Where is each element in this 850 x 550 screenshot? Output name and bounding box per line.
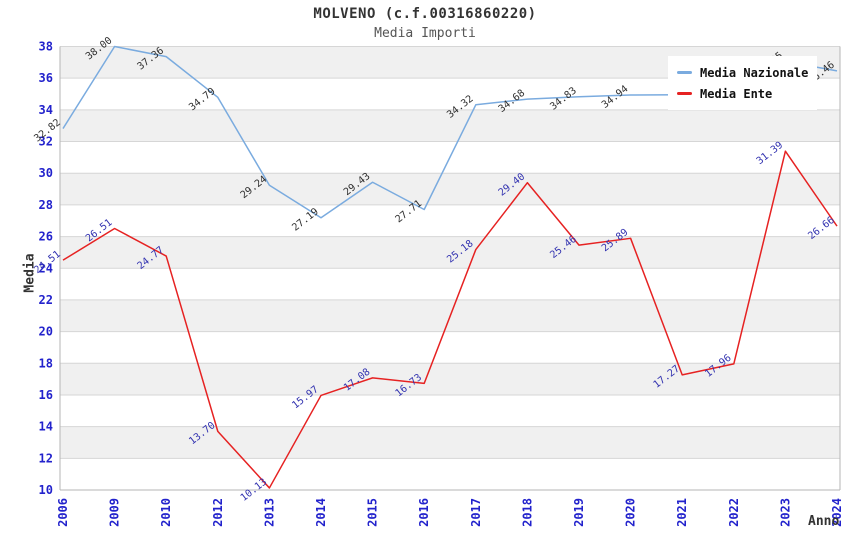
y-tick-label: 28 xyxy=(39,198,53,212)
point-label: 34.83 xyxy=(548,85,578,112)
point-label: 31.39 xyxy=(755,140,785,167)
x-tick-label: 2015 xyxy=(366,498,380,527)
y-tick-label: 14 xyxy=(39,420,53,434)
y-tick-label: 22 xyxy=(39,293,53,307)
point-label: 34.79 xyxy=(187,86,217,113)
legend: Media Nazionale Media Ente xyxy=(668,56,818,110)
x-tick-label: 2017 xyxy=(469,498,483,527)
x-tick-label: 2010 xyxy=(159,498,173,527)
point-label: 27.19 xyxy=(290,206,320,233)
x-tick-label: 2020 xyxy=(624,498,638,527)
y-tick-label: 16 xyxy=(39,388,53,402)
legend-item-media-nazionale: Media Nazionale xyxy=(677,62,808,83)
y-tick-label: 34 xyxy=(39,103,53,117)
x-tick-label: 2006 xyxy=(56,498,70,527)
x-tick-label: 2014 xyxy=(314,498,328,527)
y-tick-label: 32 xyxy=(39,135,53,149)
x-tick-label: 2019 xyxy=(572,498,586,527)
x-tick-label: 2012 xyxy=(211,498,225,527)
y-tick-label: 12 xyxy=(39,451,53,465)
x-tick-label: 2021 xyxy=(675,498,689,527)
point-label: 34.94 xyxy=(600,84,630,111)
y-tick-label: 20 xyxy=(39,325,53,339)
x-tick-label: 2023 xyxy=(778,498,792,527)
red-line-swatch-icon xyxy=(677,92,692,95)
x-tick-label: 2016 xyxy=(417,498,431,527)
x-tick-label: 2022 xyxy=(727,498,741,527)
chart-title: MOLVENO (c.f.00316860220) xyxy=(313,6,537,22)
y-tick-label: 38 xyxy=(39,40,53,54)
legend-item-media-ente: Media Ente xyxy=(677,83,808,104)
blue-line-swatch-icon xyxy=(677,71,692,74)
line-media-ente xyxy=(62,150,838,489)
x-tick-label: 2018 xyxy=(520,498,534,527)
y-tick-label: 18 xyxy=(39,356,53,370)
y-tick-label: 10 xyxy=(39,483,53,497)
x-tick-label: 2024 xyxy=(830,498,844,527)
chart-subtitle: Media Importi xyxy=(374,26,476,41)
legend-label: Media Nazionale xyxy=(700,65,809,80)
x-tick-label: 2009 xyxy=(108,498,122,527)
y-tick-label: 36 xyxy=(39,71,53,85)
x-tick-label: 2013 xyxy=(262,498,276,527)
y-tick-label: 26 xyxy=(39,230,53,244)
y-axis-title: Media xyxy=(22,253,38,293)
legend-label: Media Ente xyxy=(700,86,773,101)
y-tick-label: 24 xyxy=(39,261,53,275)
x-axis-title: Anno xyxy=(808,514,840,529)
y-tick-label: 30 xyxy=(39,166,53,180)
